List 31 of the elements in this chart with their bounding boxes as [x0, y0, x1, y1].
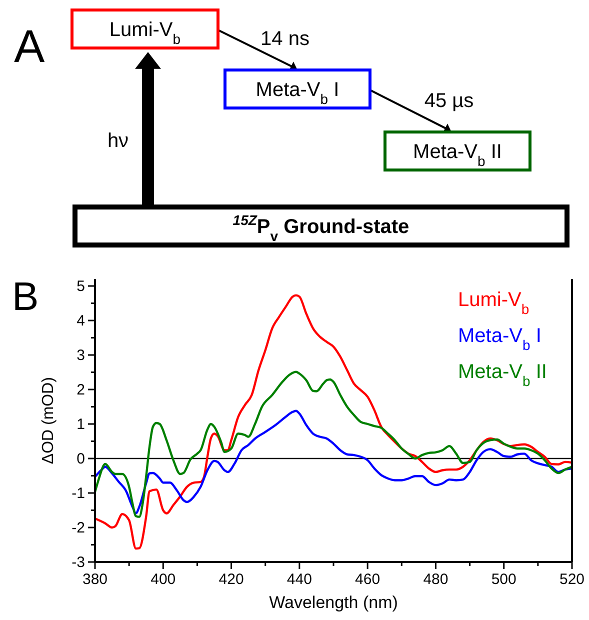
chart-title: B — [12, 275, 39, 319]
y-tick-label: 5 — [76, 278, 85, 295]
text: hν — [107, 130, 129, 152]
y-tick-label: -3 — [72, 554, 85, 571]
text: Lumi-V$_{b}$ — [458, 289, 530, 317]
y-tick-label: 2 — [76, 382, 85, 398]
text: 14 ns — [260, 28, 310, 50]
text: Lumi-V$_{b}$ — [109, 19, 181, 47]
y-tick-label: 3 — [76, 347, 85, 364]
text: Meta-V$_{b}$ I — [256, 79, 340, 107]
y-tick-label: -2 — [72, 520, 85, 536]
y-tick-label: 4 — [76, 312, 85, 330]
x-tick-label: 460 — [355, 571, 380, 588]
x-tick-label: 480 — [423, 571, 448, 588]
text: 45 µs — [424, 90, 474, 112]
x-tick-label: 500 — [491, 571, 516, 588]
text: Meta-V$_{b}$ II — [413, 141, 502, 169]
x-tick-label: 520 — [559, 571, 585, 588]
text: $^{15Z}$P$_{v}$ Ground-state — [232, 212, 410, 244]
x-axis-title: Wavelength (nm) — [269, 593, 398, 612]
text: A — [14, 20, 45, 72]
text: Meta-V$_{b}$ I — [458, 325, 542, 353]
y-tick-label: 1 — [76, 416, 85, 433]
y-tick-label: -1 — [72, 485, 85, 502]
text: Meta-V$_{b}$ II — [458, 361, 547, 389]
x-tick-label: 420 — [218, 571, 244, 588]
x-tick-label: 440 — [286, 571, 312, 588]
x-tick-label: 400 — [150, 571, 176, 588]
x-tick-label: 380 — [82, 571, 108, 588]
y-tick-label: 0 — [76, 450, 85, 468]
y-axis-title: ΔOD (mOD) — [40, 376, 57, 464]
